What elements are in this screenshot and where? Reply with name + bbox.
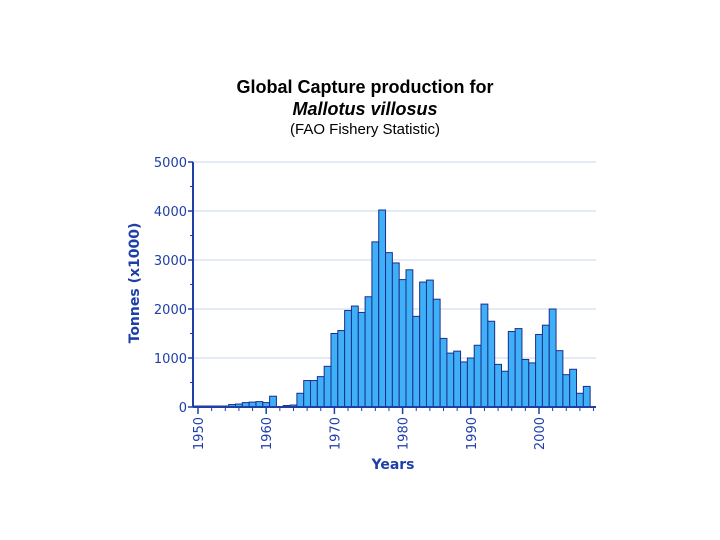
bars — [194, 209, 591, 408]
x-tick-label: 2000 — [533, 417, 548, 450]
x-tick-label: 1960 — [260, 417, 275, 450]
y-tick-label: 2000 — [154, 303, 187, 318]
x-tick-label: 1970 — [328, 417, 343, 450]
y-tick-label: 4000 — [154, 205, 187, 220]
bar — [323, 365, 332, 408]
y-tick-label: 5000 — [154, 156, 187, 171]
x-tick-label: 1990 — [465, 417, 480, 450]
bar — [405, 269, 414, 408]
bar — [316, 376, 325, 408]
bar — [487, 320, 496, 408]
bar — [391, 262, 400, 408]
bar — [344, 309, 352, 408]
bar — [378, 209, 387, 408]
bar — [500, 370, 509, 408]
bar — [385, 252, 393, 408]
bar — [269, 395, 277, 408]
bar — [480, 303, 489, 408]
x-tick-labels: 1950 1960 1970 1980 1990 2000 — [192, 417, 548, 450]
chart-title-block: Global Capture production for Mallotus v… — [0, 76, 720, 140]
bar — [412, 315, 421, 408]
bar — [337, 330, 346, 408]
bar — [398, 279, 407, 408]
bar — [330, 333, 339, 408]
bar — [473, 344, 482, 408]
bar — [541, 324, 550, 408]
bar — [439, 337, 448, 408]
chart-source: (FAO Fishery Statistic) — [289, 121, 441, 138]
bar — [535, 333, 543, 408]
y-tick-labels: 0 1000 2000 3000 4000 5000 — [154, 156, 187, 416]
bar — [555, 350, 564, 408]
bar — [582, 385, 591, 408]
bar — [371, 241, 380, 408]
bar — [569, 368, 578, 408]
bar — [521, 358, 530, 408]
bar — [576, 392, 584, 408]
bar — [357, 311, 366, 408]
axes — [188, 161, 596, 414]
bar — [350, 305, 359, 408]
bar — [419, 281, 427, 408]
y-tick-label: 0 — [179, 401, 187, 416]
y-tick-label: 1000 — [154, 352, 187, 367]
bar — [514, 328, 523, 408]
bar — [446, 352, 455, 408]
bar — [494, 363, 502, 408]
bar — [548, 308, 557, 408]
x-tick-label: 1980 — [397, 417, 412, 450]
bar — [364, 296, 373, 408]
chart-title: Global Capture production for — [236, 77, 494, 97]
bar — [507, 331, 516, 408]
x-tick-label: 1950 — [192, 417, 207, 450]
bar — [296, 392, 305, 408]
chart-species-name: Mallotus villosus — [292, 99, 438, 119]
bar — [466, 357, 475, 408]
bar — [460, 361, 468, 408]
bar — [562, 374, 571, 408]
bar — [432, 298, 441, 408]
y-tick-label: 3000 — [154, 254, 187, 269]
bar — [453, 350, 462, 408]
bar — [528, 362, 537, 408]
bar — [425, 279, 434, 408]
bar — [310, 380, 318, 408]
bar — [303, 380, 312, 408]
y-axis-label: Tonnes (x1000) — [127, 223, 143, 344]
x-axis-label: Years — [370, 457, 414, 473]
